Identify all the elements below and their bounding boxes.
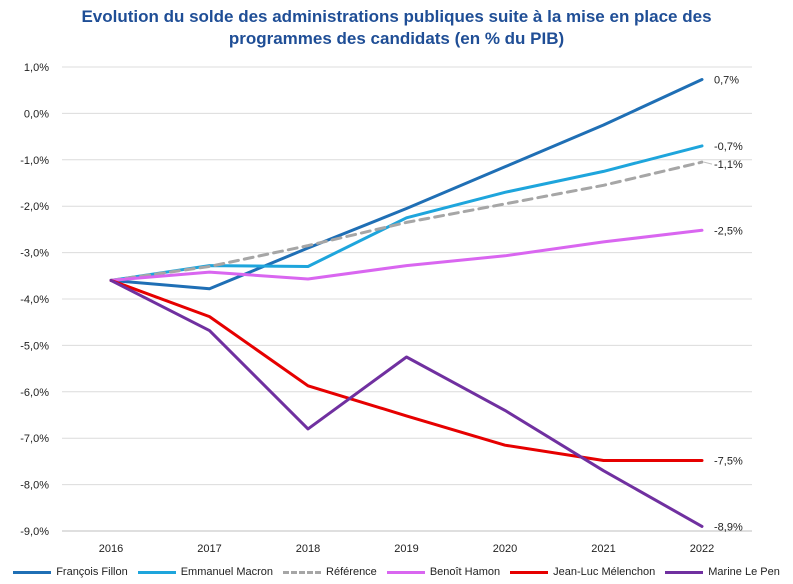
legend-item: François Fillon [13, 563, 128, 581]
y-tick-label: 1,0% [24, 62, 49, 74]
legend-swatch [386, 570, 425, 574]
y-tick-label: -4,0% [20, 294, 49, 306]
legend-item: Jean-Luc Mélenchon [510, 563, 655, 581]
legend-swatch [13, 570, 52, 574]
x-tick-label: 2018 [296, 543, 320, 555]
x-tick-label: 2017 [197, 543, 221, 555]
legend-swatch [510, 570, 549, 574]
legend-label: François Fillon [56, 566, 128, 578]
legend-label: Jean-Luc Mélenchon [553, 566, 656, 578]
y-tick-label: -7,0% [20, 433, 49, 445]
y-tick-label: -5,0% [20, 340, 49, 352]
x-tick-label: 2021 [591, 543, 615, 555]
x-tick-label: 2019 [394, 543, 418, 555]
line-chart: 1,0% 0,0% -1,0% -2,0% -3,0% -4,0% -5,0% -6,0% -7… [20, 62, 752, 555]
chart-legend: François Fillon Emmanuel Macron Référence B… [0, 563, 793, 581]
y-tick-label: -8,0% [20, 480, 49, 492]
end-label-leader [703, 161, 713, 165]
legend-label: Référence [326, 566, 377, 578]
y-axis: 1,0% 0,0% -1,0% -2,0% -3,0% -4,0% -5,0% -6,0% -7… [20, 62, 49, 538]
end-label: -7,5% [714, 455, 743, 467]
legend-label: Emmanuel Macron [180, 566, 274, 578]
end-label: 0,7% [714, 75, 739, 87]
legend-swatch [137, 570, 176, 574]
y-tick-label: 0,0% [24, 108, 49, 120]
end-label: -8,9% [714, 521, 743, 533]
chart-title: Evolution du solde des administrations p… [0, 6, 793, 50]
end-label: -1,1% [714, 159, 743, 171]
series-line [109, 160, 704, 282]
legend-item: Emmanuel Macron [137, 563, 274, 581]
end-labels: 0,7% -0,7% -1,1% -2,5% -7,5% -8,9% [703, 75, 743, 533]
chart-title-line-2: programmes des candidats (en % du PIB) [228, 29, 565, 48]
end-label: -0,7% [714, 141, 743, 153]
x-tick-label: 2022 [690, 543, 714, 555]
series-lines [109, 78, 704, 528]
end-label: -2,5% [714, 225, 743, 237]
chart-title-line-1: Evolution du solde des administrations p… [81, 7, 712, 26]
series-line [109, 278, 704, 528]
series-line [109, 228, 704, 282]
legend-swatch [283, 570, 322, 574]
x-tick-label: 2020 [493, 543, 517, 555]
x-axis: 2016 2017 2018 2019 2020 2021 2022 [99, 543, 714, 555]
y-tick-label: -1,0% [20, 155, 49, 167]
series-line [109, 144, 704, 282]
series-line [109, 78, 704, 291]
legend-swatch [665, 570, 704, 574]
legend-item: Benoît Hamon [386, 563, 501, 581]
y-tick-label: -9,0% [20, 526, 49, 538]
y-tick-label: -3,0% [20, 248, 49, 260]
y-tick-label: -2,0% [20, 201, 49, 213]
legend-item: Référence [283, 563, 377, 581]
legend-item: Marine Le Pen [665, 563, 780, 581]
y-tick-label: -6,0% [20, 387, 49, 399]
series-line [109, 278, 704, 462]
x-tick-label: 2016 [99, 543, 123, 555]
legend-label: Marine Le Pen [708, 566, 780, 578]
legend-label: Benoît Hamon [429, 566, 501, 578]
gridlines [62, 66, 752, 532]
